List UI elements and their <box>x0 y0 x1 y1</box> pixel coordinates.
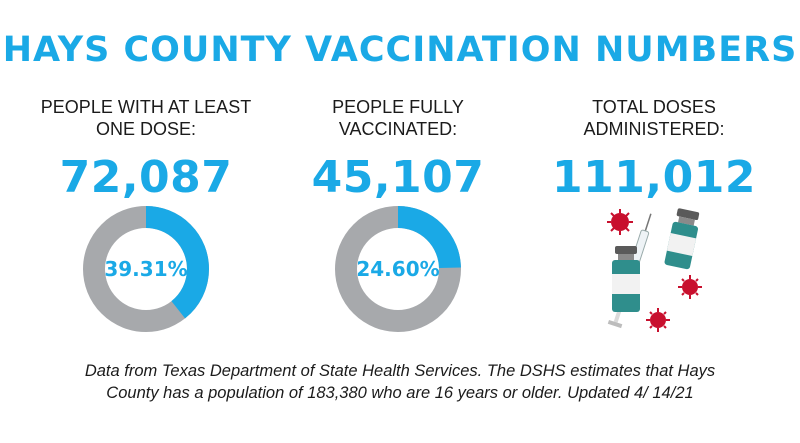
stat-label-line: ONE DOSE: <box>95 119 197 139</box>
vaccine-illustration <box>598 200 728 340</box>
stat-total-doses: TOTAL DOSES ADMINISTERED: 111,012 <box>524 96 784 203</box>
donut-first-dose: 39.31% <box>82 205 210 333</box>
page-title: HAYS COUNTY VACCINATION NUMBERS <box>2 30 798 70</box>
donut-arc <box>335 206 461 332</box>
stat-label-line: VACCINATED: <box>338 119 458 139</box>
stat-label: PEOPLE FULLY VACCINATED: <box>268 96 528 142</box>
stat-fully-vaccinated: PEOPLE FULLY VACCINATED: 45,107 <box>268 96 528 203</box>
stat-label-line: TOTAL DOSES <box>592 97 716 117</box>
stat-first-dose: PEOPLE WITH AT LEAST ONE DOSE: 72,087 <box>16 96 276 203</box>
donut-arc <box>83 206 209 332</box>
vaccine-vial-icon <box>664 208 700 270</box>
stat-value: 45,107 <box>311 152 485 203</box>
footnote-line: Data from Texas Department of State Heal… <box>84 362 716 380</box>
stat-value: 111,012 <box>552 152 756 203</box>
donut-percent: 24.60% <box>356 257 440 281</box>
vaccine-vial-icon <box>612 246 640 312</box>
stat-label-line: PEOPLE FULLY <box>332 97 464 117</box>
stat-label-line: PEOPLE WITH AT LEAST <box>40 97 252 117</box>
footnote-line: County has a population of 183,380 who a… <box>106 384 694 402</box>
stat-label: TOTAL DOSES ADMINISTERED: <box>524 96 784 142</box>
virus-icon <box>607 209 633 235</box>
donut-percent: 39.31% <box>104 257 188 281</box>
stat-label: PEOPLE WITH AT LEAST ONE DOSE: <box>16 96 276 142</box>
virus-icon <box>678 275 702 299</box>
virus-icon <box>646 308 670 332</box>
donut-ring <box>335 206 461 332</box>
donut-fully-vaccinated: 24.60% <box>334 205 462 333</box>
stat-label-line: ADMINISTERED: <box>583 119 725 139</box>
stat-value: 72,087 <box>59 152 233 203</box>
vaccine-illustration-svg <box>607 208 702 332</box>
donut-ring <box>83 206 209 332</box>
footnote: Data from Texas Department of State Heal… <box>0 360 800 404</box>
